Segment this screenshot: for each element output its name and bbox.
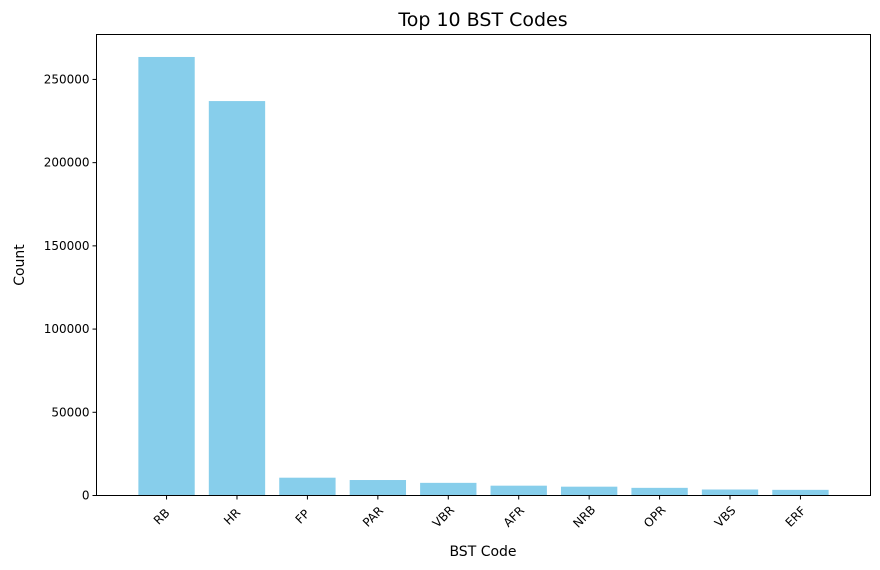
y-tick-label: 150000: [44, 239, 90, 253]
bar-nrb: [560, 486, 618, 496]
bar-afr: [490, 485, 547, 496]
bar-fp: [279, 477, 336, 496]
x-tick-label: VBS: [712, 503, 739, 530]
bar-hr: [208, 101, 266, 496]
y-tick-label: 50000: [51, 405, 89, 419]
chart-title: Top 10 BST Codes: [397, 9, 567, 31]
bar-opr: [631, 487, 688, 496]
bar-rb: [138, 56, 195, 496]
x-tick-label: AFR: [501, 503, 527, 529]
y-tick-label: 250000: [44, 72, 90, 86]
bar-erf: [772, 489, 829, 496]
x-axis-ticks: RB HR FP PAR VBR AFR NRB OPR VBS ERF: [151, 495, 809, 531]
x-tick-label: OPR: [641, 503, 669, 531]
x-tick-label: ERF: [783, 504, 809, 530]
bars-group: [138, 56, 829, 496]
x-tick-label: RB: [151, 506, 173, 528]
y-tick-label: 0: [82, 489, 90, 503]
y-axis-label: Count: [12, 244, 28, 286]
y-tick-label: 100000: [44, 322, 90, 336]
x-tick-label: HR: [221, 506, 243, 528]
bar-vbr: [420, 482, 477, 496]
x-tick-label: VBR: [430, 503, 457, 530]
x-tick-label: FP: [293, 507, 313, 527]
bar-par: [349, 480, 407, 496]
x-tick-label: PAR: [360, 504, 386, 530]
x-tick-label: NRB: [570, 503, 598, 531]
bar-vbs: [701, 489, 759, 496]
y-axis-ticks: 0 50000 100000 150000 200000 250000: [44, 72, 97, 503]
y-tick-label: 200000: [44, 156, 90, 170]
plot-frame: [96, 34, 871, 496]
x-axis-label: BST Code: [449, 544, 516, 560]
